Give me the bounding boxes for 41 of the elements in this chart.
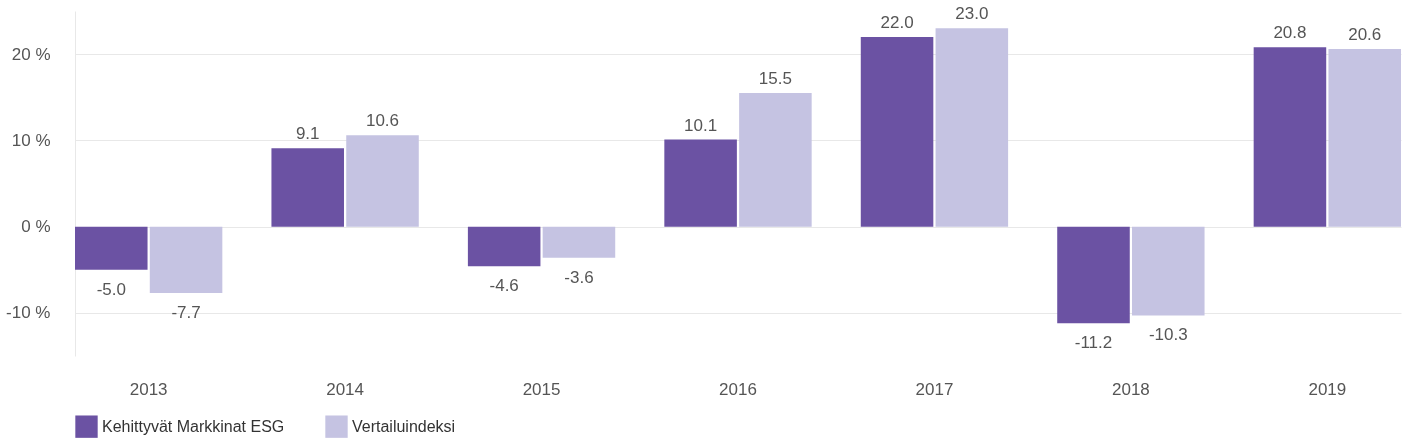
y-tick-label: -10 %	[6, 303, 51, 323]
x-tick-label: 2016	[719, 379, 757, 399]
data-label: 20.8	[1273, 23, 1307, 43]
bar	[1132, 226, 1205, 316]
data-label: 10.1	[684, 115, 718, 135]
x-tick-label: 2015	[522, 379, 561, 399]
x-tick-label: 2017	[915, 379, 954, 399]
bar	[664, 139, 737, 227]
data-label: 15.5	[758, 68, 792, 88]
legend-label: Kehittyvät Markkinat ESG	[102, 417, 285, 435]
data-label: 22.0	[880, 12, 914, 32]
x-tick-label: 2019	[1308, 379, 1347, 399]
bar	[860, 36, 934, 227]
x-tick-label: 2013	[129, 379, 168, 399]
data-label: -7.7	[171, 303, 201, 323]
data-label: -4.6	[489, 276, 519, 296]
data-label: 10.6	[365, 111, 400, 131]
bar	[1057, 226, 1130, 324]
legend-label: Vertailuindeksi	[352, 417, 456, 435]
data-label: -5.0	[96, 279, 126, 299]
x-tick-label: 2014	[326, 379, 365, 399]
bar	[1328, 48, 1401, 227]
data-label: 9.1	[295, 124, 320, 144]
data-label: 20.6	[1348, 24, 1382, 44]
data-label: -3.6	[564, 267, 594, 287]
bar	[467, 226, 541, 267]
bar	[271, 148, 344, 227]
bar	[935, 28, 1009, 227]
bar	[1253, 47, 1327, 227]
bar	[149, 226, 223, 294]
y-tick-label: 0 %	[21, 217, 51, 237]
bar	[739, 92, 812, 227]
data-label: -11.2	[1074, 333, 1113, 353]
bar	[346, 135, 419, 227]
y-tick-label: 20 %	[11, 44, 51, 64]
y-tick-label: 10 %	[11, 130, 51, 150]
bar	[542, 226, 616, 258]
data-label: 23.0	[955, 4, 989, 24]
data-label: -10.3	[1148, 325, 1188, 345]
x-tick-label: 2018	[1111, 379, 1150, 399]
bar	[75, 226, 148, 270]
